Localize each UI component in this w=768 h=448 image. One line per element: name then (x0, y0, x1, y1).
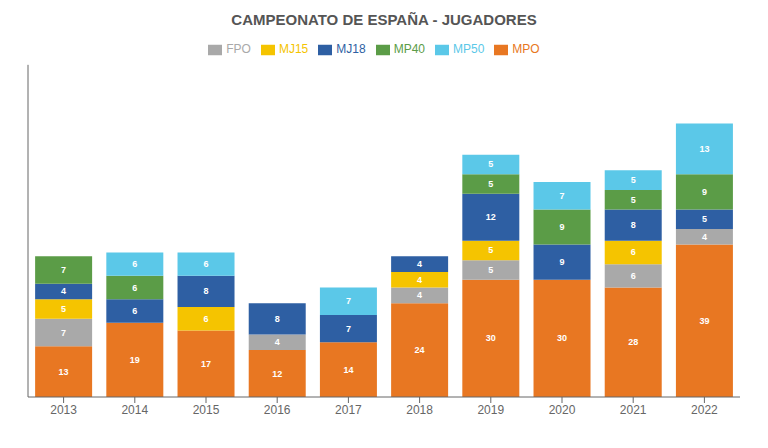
html-text:MPO: MPO (512, 42, 540, 56)
svg-text:13: 13 (699, 144, 709, 154)
svg-text:5: 5 (488, 265, 493, 275)
svg-text:12: 12 (486, 212, 496, 222)
svg-text:2017: 2017 (335, 403, 362, 417)
svg-text:2013: 2013 (50, 403, 77, 417)
html-text:CAMPEONATO DE ESPAÑA - JUGADOR: CAMPEONATO DE ESPAÑA - JUGADORES (231, 11, 537, 28)
html-text:MJ15: MJ15 (279, 42, 309, 56)
svg-text:8: 8 (204, 286, 209, 296)
svg-text:24: 24 (415, 345, 425, 355)
svg-text:12: 12 (272, 369, 282, 379)
svg-text:6: 6 (132, 259, 137, 269)
svg-text:6: 6 (132, 283, 137, 293)
svg-text:2022: 2022 (691, 403, 718, 417)
svg-text:6: 6 (132, 306, 137, 316)
svg-text:2018: 2018 (406, 403, 433, 417)
svg-text:39: 39 (699, 316, 709, 326)
svg-text:5: 5 (631, 195, 636, 205)
svg-text:5: 5 (631, 175, 636, 185)
svg-text:9: 9 (702, 187, 707, 197)
svg-text:4: 4 (702, 232, 707, 242)
svg-text:5: 5 (702, 214, 707, 224)
svg-text:17: 17 (201, 359, 211, 369)
html-text:MP50: MP50 (453, 42, 485, 56)
svg-text:2021: 2021 (620, 403, 647, 417)
html-text:FPO: FPO (226, 42, 251, 56)
svg-text:7: 7 (61, 265, 66, 275)
svg-text:6: 6 (631, 271, 636, 281)
svg-text:7: 7 (560, 191, 565, 201)
svg-text:30: 30 (557, 333, 567, 343)
svg-text:5: 5 (488, 245, 493, 255)
svg-text:19: 19 (130, 355, 140, 365)
svg-text:13: 13 (59, 367, 69, 377)
svg-text:2014: 2014 (121, 403, 148, 417)
svg-text:6: 6 (631, 247, 636, 257)
svg-text:2015: 2015 (193, 403, 220, 417)
svg-text:6: 6 (204, 259, 209, 269)
svg-text:9: 9 (560, 257, 565, 267)
html-text:MJ18: MJ18 (336, 42, 366, 56)
svg-text:5: 5 (488, 179, 493, 189)
svg-text:7: 7 (61, 328, 66, 338)
svg-text:4: 4 (417, 259, 422, 269)
svg-text:14: 14 (343, 365, 353, 375)
svg-text:2019: 2019 (477, 403, 504, 417)
svg-text:30: 30 (486, 333, 496, 343)
svg-text:4: 4 (417, 275, 422, 285)
svg-text:2016: 2016 (264, 403, 291, 417)
svg-text:7: 7 (346, 296, 351, 306)
svg-text:9: 9 (560, 222, 565, 232)
svg-text:4: 4 (417, 290, 422, 300)
svg-text:8: 8 (631, 220, 636, 230)
svg-text:5: 5 (488, 159, 493, 169)
svg-text:28: 28 (628, 337, 638, 347)
svg-text:6: 6 (204, 314, 209, 324)
svg-text:4: 4 (61, 286, 66, 296)
svg-text:4: 4 (275, 337, 280, 347)
svg-text:2020: 2020 (549, 403, 576, 417)
html-text:MP40: MP40 (393, 42, 425, 56)
svg-text:8: 8 (275, 314, 280, 324)
svg-text:7: 7 (346, 324, 351, 334)
svg-text:5: 5 (61, 304, 66, 314)
